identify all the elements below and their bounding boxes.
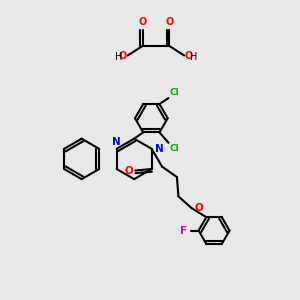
Text: N: N [112, 137, 121, 147]
Text: O: O [165, 17, 173, 27]
Text: O: O [124, 166, 133, 176]
Text: O: O [119, 51, 127, 61]
Text: O: O [185, 51, 193, 61]
Text: H: H [115, 52, 122, 62]
Text: O: O [138, 17, 147, 27]
Text: Cl: Cl [170, 144, 180, 153]
Text: Cl: Cl [170, 88, 180, 97]
Text: O: O [194, 203, 203, 213]
Text: N: N [155, 144, 164, 154]
Text: H: H [190, 52, 197, 62]
Text: F: F [180, 226, 187, 236]
